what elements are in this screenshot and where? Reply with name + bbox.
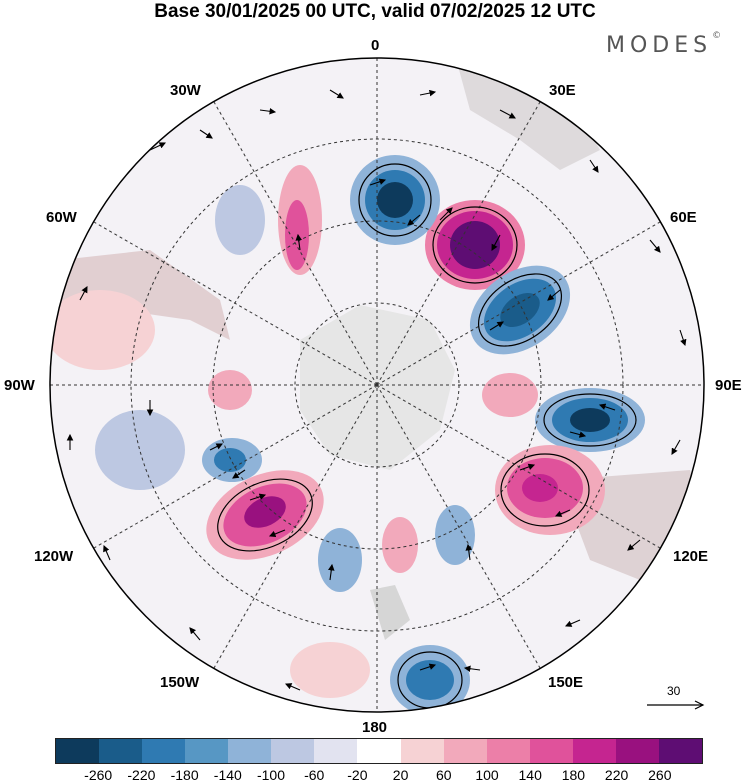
colorbar <box>55 738 703 764</box>
colorbar-swatch <box>314 739 358 763</box>
lon-label-150e: 150E <box>548 674 584 691</box>
reference-arrow-icon <box>647 700 705 710</box>
modes-logo: MODES© <box>606 31 722 58</box>
colorbar-swatch <box>572 739 616 763</box>
africa-land <box>455 58 600 170</box>
colorbar-tick-label: -260 <box>84 767 113 783</box>
colorbar-swatch <box>99 739 143 763</box>
colorbar-swatch <box>443 739 487 763</box>
colorbar-tick-label: -100 <box>256 767 286 783</box>
lon-label-90e: 90E <box>715 377 742 394</box>
colorbar-swatch <box>142 739 186 763</box>
colorbar-tick-label: 60 <box>436 767 452 783</box>
colorbar-ticks: -260 -220 -180 -140 -100 -60 -20 20 60 100 140 180 2… <box>0 767 750 783</box>
colorbar-swatch <box>185 739 229 763</box>
brand-name: MODES <box>606 33 713 58</box>
new-zealand-land <box>370 585 410 640</box>
colorbar-tick-label: -220 <box>127 767 156 783</box>
lon-label-180: 180 <box>362 719 388 736</box>
reference-vector: 30 <box>645 684 705 714</box>
colorbar-swatch <box>615 739 659 763</box>
colorbar-tick-label: -140 <box>213 767 242 783</box>
colorbar-swatch <box>228 739 272 763</box>
colorbar-swatch <box>56 739 100 763</box>
colorbar-tick-label: 260 <box>648 767 672 783</box>
colorbar-swatch <box>400 739 444 763</box>
colorbar-tick-label: 220 <box>604 767 629 783</box>
colorbar-tick-label: -20 <box>347 767 368 783</box>
lon-label-30w: 30W <box>170 82 201 99</box>
lon-label-60e: 60E <box>670 209 697 226</box>
lon-label-150w: 150W <box>160 674 200 691</box>
contour-lines <box>217 163 637 709</box>
map-border <box>49 57 705 713</box>
lon-label-0: 0 <box>371 37 380 54</box>
colorbar-tick-label: 100 <box>475 767 499 783</box>
reference-vector-value: 30 <box>667 684 681 698</box>
wind-vectors <box>66 89 687 691</box>
lon-label-60w: 60W <box>46 209 77 226</box>
graticule <box>50 58 704 712</box>
colorbar-tick-label: 180 <box>561 767 586 783</box>
map-title: Base 30/01/2025 00 UTC, valid 07/02/2025… <box>154 1 596 22</box>
map-disk <box>50 58 704 712</box>
colorbar-tick-label: -180 <box>170 767 199 783</box>
colorbar-swatch <box>357 739 401 763</box>
lon-label-90w: 90W <box>4 377 35 394</box>
colorbar-swatch <box>529 739 573 763</box>
colorbar-tick-label: -60 <box>304 767 325 783</box>
antarctica-land <box>300 305 455 470</box>
lon-label-120e: 120E <box>673 548 709 565</box>
lon-label-120w: 120W <box>34 548 74 565</box>
anomaly-field <box>50 155 645 712</box>
colorbar-tick-label: 20 <box>392 767 409 783</box>
lon-label-30e: 30E <box>549 82 576 99</box>
copyright-mark: © <box>712 31 722 41</box>
colorbar-swatch <box>271 739 315 763</box>
colorbar-swatch <box>658 739 702 763</box>
colorbar-tick-label: 140 <box>518 767 542 783</box>
colorbar-swatch <box>486 739 530 763</box>
south-america-land <box>50 250 230 340</box>
